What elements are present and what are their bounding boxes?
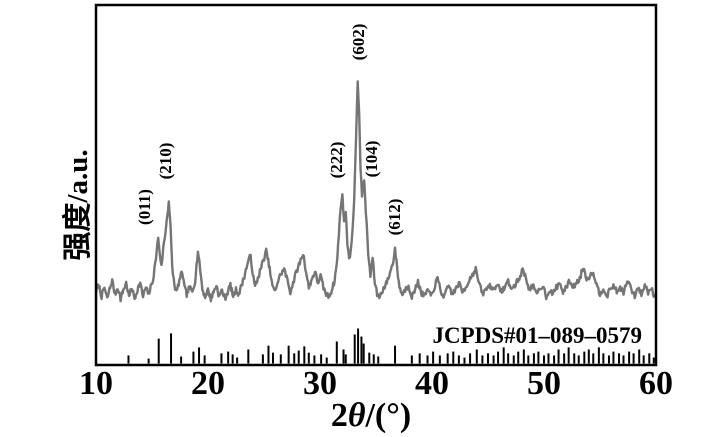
jcpds-reference-label: JCPDS#01–089–0579 bbox=[432, 323, 642, 348]
y-axis-label: 强度/a.u. bbox=[62, 149, 94, 261]
peak-label-104: (104) bbox=[362, 140, 382, 178]
xrd-trace bbox=[94, 80, 658, 303]
x-tick-label-50: 50 bbox=[527, 365, 561, 402]
x-tick-label-40: 40 bbox=[415, 365, 449, 402]
peak-label-612: (612) bbox=[385, 198, 405, 236]
x-axis-label: 2θ/(°) bbox=[330, 397, 412, 434]
peak-label-011: (011) bbox=[135, 189, 155, 225]
x-tick-label-30: 30 bbox=[303, 365, 337, 402]
peak-label-602: (602) bbox=[348, 23, 368, 61]
x-tick-label-10: 10 bbox=[79, 365, 113, 402]
x-tick-label-20: 20 bbox=[191, 365, 225, 402]
x-tick-label-60: 60 bbox=[639, 365, 673, 402]
peak-label-210: (210) bbox=[155, 142, 175, 180]
peak-label-222: (222) bbox=[327, 141, 347, 179]
axes-frame bbox=[94, 3, 658, 367]
